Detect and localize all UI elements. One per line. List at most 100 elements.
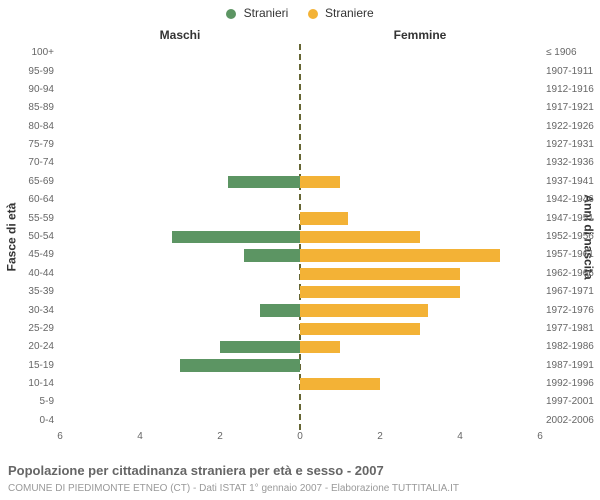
bar-female: [300, 341, 340, 353]
legend-male-swatch: [226, 9, 236, 19]
chart-row: 55-591947-1951: [60, 209, 540, 227]
birth-tick: 1982-1986: [546, 341, 594, 352]
x-tick: 6: [537, 431, 543, 442]
birth-tick: 1987-1991: [546, 360, 594, 371]
birth-tick: 1997-2001: [546, 396, 594, 407]
chart-row: 40-441962-1966: [60, 265, 540, 283]
bar-female: [300, 378, 380, 390]
bar-male: [228, 176, 300, 188]
x-tick: 2: [377, 431, 383, 442]
bar-female: [300, 268, 460, 280]
birth-tick: 1967-1971: [546, 286, 594, 297]
chart-row: 0-42002-2006: [60, 412, 540, 430]
age-tick: 65-69: [28, 176, 54, 187]
age-tick: 30-34: [28, 305, 54, 316]
birth-tick: 1952-1956: [546, 231, 594, 242]
x-tick: 0: [297, 431, 303, 442]
age-tick: 55-59: [28, 213, 54, 224]
birth-tick: 1962-1966: [546, 268, 594, 279]
legend-male: Stranieri: [226, 6, 288, 20]
chart-title: Popolazione per cittadinanza straniera p…: [8, 463, 592, 478]
age-tick: 50-54: [28, 231, 54, 242]
age-tick: 25-29: [28, 323, 54, 334]
birth-tick: 1957-1961: [546, 249, 594, 260]
x-tick: 2: [217, 431, 223, 442]
bar-male: [180, 359, 300, 371]
bar-female: [300, 249, 500, 261]
age-tick: 35-39: [28, 286, 54, 297]
age-tick: 90-94: [28, 84, 54, 95]
chart-row: 80-841922-1926: [60, 118, 540, 136]
birth-tick: 2002-2006: [546, 415, 594, 426]
legend-male-label: Stranieri: [244, 6, 289, 20]
chart-row: 90-941912-1916: [60, 81, 540, 99]
chart-row: 5-91997-2001: [60, 393, 540, 411]
plot-area: 100+≤ 190695-991907-191190-941912-191685…: [60, 44, 540, 430]
chart-row: 85-891917-1921: [60, 99, 540, 117]
chart-row: 30-341972-1976: [60, 301, 540, 319]
bar-male: [260, 304, 300, 316]
age-tick: 85-89: [28, 102, 54, 113]
birth-tick: 1977-1981: [546, 323, 594, 334]
chart-row: 10-141992-1996: [60, 375, 540, 393]
chart-row: 75-791927-1931: [60, 136, 540, 154]
birth-tick: 1912-1916: [546, 84, 594, 95]
chart-row: 20-241982-1986: [60, 338, 540, 356]
birth-tick: 1947-1951: [546, 213, 594, 224]
bar-female: [300, 176, 340, 188]
age-tick: 80-84: [28, 121, 54, 132]
age-tick: 75-79: [28, 139, 54, 150]
population-pyramid-chart: Stranieri Straniere Maschi Femmine Fasce…: [0, 0, 600, 500]
age-tick: 10-14: [28, 378, 54, 389]
header-female: Femmine: [394, 28, 447, 42]
birth-tick: 1932-1936: [546, 157, 594, 168]
birth-tick: 1922-1926: [546, 121, 594, 132]
birth-tick: 1917-1921: [546, 102, 594, 113]
age-tick: 15-19: [28, 360, 54, 371]
legend-female-label: Straniere: [325, 6, 374, 20]
chart-row: 45-491957-1961: [60, 246, 540, 264]
x-tick: 4: [137, 431, 143, 442]
age-tick: 40-44: [28, 268, 54, 279]
chart-subtitle: COMUNE DI PIEDIMONTE ETNEO (CT) - Dati I…: [8, 483, 592, 494]
birth-tick: ≤ 1906: [546, 47, 577, 58]
legend: Stranieri Straniere: [0, 6, 600, 20]
chart-row: 25-291977-1981: [60, 320, 540, 338]
chart-row: 15-191987-1991: [60, 356, 540, 374]
legend-female: Straniere: [308, 6, 374, 20]
bar-female: [300, 212, 348, 224]
bar-female: [300, 286, 460, 298]
x-axis: 6 4 2 0 2 4 6: [60, 431, 540, 445]
bar-male: [220, 341, 300, 353]
chart-row: 70-741932-1936: [60, 154, 540, 172]
age-tick: 100+: [31, 47, 54, 58]
bar-female: [300, 304, 428, 316]
birth-tick: 1927-1931: [546, 139, 594, 150]
chart-row: 60-641942-1946: [60, 191, 540, 209]
x-tick: 6: [57, 431, 63, 442]
bar-male: [244, 249, 300, 261]
age-tick: 95-99: [28, 66, 54, 77]
header-male: Maschi: [160, 28, 201, 42]
age-tick: 45-49: [28, 249, 54, 260]
birth-tick: 1937-1941: [546, 176, 594, 187]
chart-row: 95-991907-1911: [60, 62, 540, 80]
age-tick: 0-4: [40, 415, 54, 426]
x-tick: 4: [457, 431, 463, 442]
bar-female: [300, 323, 420, 335]
age-tick: 60-64: [28, 194, 54, 205]
birth-tick: 1907-1911: [546, 66, 593, 77]
chart-row: 100+≤ 1906: [60, 44, 540, 62]
bar-female: [300, 231, 420, 243]
chart-row: 50-541952-1956: [60, 228, 540, 246]
age-tick: 20-24: [28, 341, 54, 352]
birth-tick: 1972-1976: [546, 305, 594, 316]
chart-row: 65-691937-1941: [60, 173, 540, 191]
birth-tick: 1942-1946: [546, 194, 594, 205]
legend-female-swatch: [308, 9, 318, 19]
y-axis-left-label: Fasce di età: [2, 44, 20, 430]
age-tick: 70-74: [28, 157, 54, 168]
birth-tick: 1992-1996: [546, 378, 594, 389]
chart-row: 35-391967-1971: [60, 283, 540, 301]
bar-male: [172, 231, 300, 243]
